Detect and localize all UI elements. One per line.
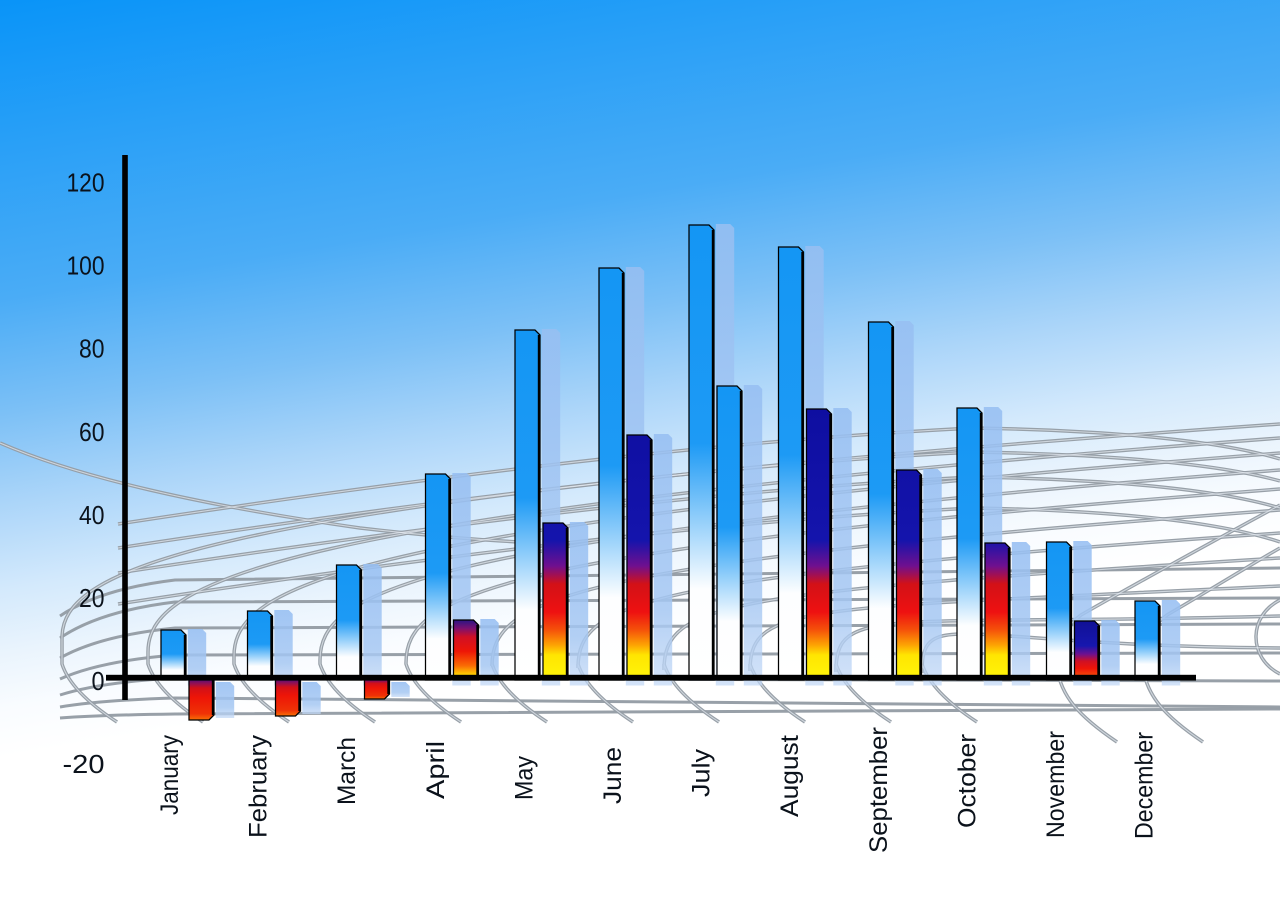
svg-text:-20: -20 [63,751,105,779]
svg-text:December: December [1131,732,1159,839]
svg-text:40: 40 [79,502,105,530]
svg-text:September: September [865,727,893,853]
svg-text:November: November [1042,731,1070,838]
svg-text:80: 80 [79,336,105,364]
svg-text:July: July [688,748,716,797]
svg-text:April: April [422,741,450,799]
svg-text:June: June [599,747,627,804]
svg-text:60: 60 [79,419,105,447]
svg-text:October: October [953,734,981,828]
svg-text:March: March [333,737,361,805]
svg-text:100: 100 [67,253,105,281]
svg-text:20: 20 [79,585,105,613]
svg-text:January: January [156,735,184,815]
svg-text:February: February [245,734,273,838]
svg-text:August: August [776,735,804,817]
svg-text:0: 0 [92,668,105,696]
svg-text:May: May [510,756,538,800]
svg-text:120: 120 [67,170,105,198]
